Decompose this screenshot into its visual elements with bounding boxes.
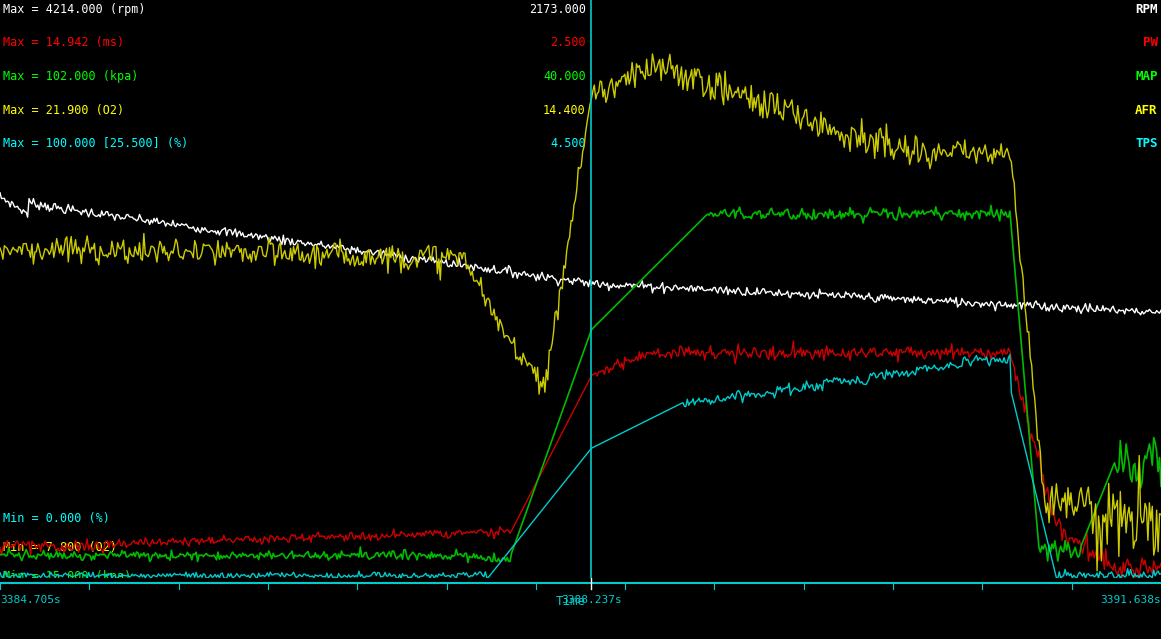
Text: Min = 7.800 (O2): Min = 7.800 (O2): [3, 541, 117, 554]
Text: TPS: TPS: [1135, 137, 1158, 150]
Text: 3384.705s: 3384.705s: [0, 596, 60, 605]
Text: 3388.237s: 3388.237s: [561, 596, 622, 605]
Text: MAP: MAP: [1135, 70, 1158, 83]
Text: Min = 0.000 (ms): Min = 0.000 (ms): [3, 599, 117, 612]
Text: Max = 100.000 [25.500] (%): Max = 100.000 [25.500] (%): [3, 137, 189, 150]
Text: 4.500: 4.500: [550, 137, 585, 150]
Text: Min = 15.000 (kpa): Min = 15.000 (kpa): [3, 569, 131, 583]
Text: Max = 14.942 (ms): Max = 14.942 (ms): [3, 36, 124, 49]
Text: Min = 0.000 (%): Min = 0.000 (%): [3, 512, 110, 525]
Text: 2173.000: 2173.000: [528, 3, 585, 16]
Text: Max = 4214.000 (rpm): Max = 4214.000 (rpm): [3, 3, 146, 16]
Text: RPM: RPM: [1135, 3, 1158, 16]
Text: 40.000: 40.000: [543, 70, 585, 83]
Text: Min = 0.000 (rpm): Min = 0.000 (rpm): [3, 627, 124, 639]
Text: Max = 102.000 (kpa): Max = 102.000 (kpa): [3, 70, 139, 83]
Text: Time: Time: [556, 596, 585, 608]
Text: PW: PW: [1142, 36, 1158, 49]
Text: 3391.638s: 3391.638s: [1101, 596, 1161, 605]
Text: Max = 21.900 (O2): Max = 21.900 (O2): [3, 104, 124, 116]
Text: AFR: AFR: [1135, 104, 1158, 116]
Text: 2.500: 2.500: [550, 36, 585, 49]
Text: 14.400: 14.400: [543, 104, 585, 116]
